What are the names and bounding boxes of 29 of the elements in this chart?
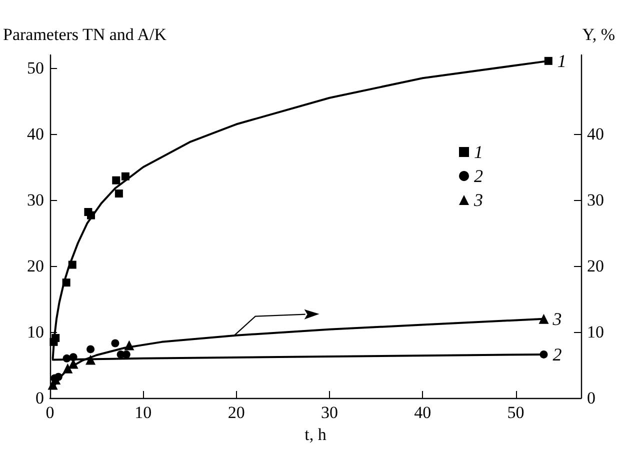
y-tick-label: 30 — [27, 190, 44, 210]
legend-label: 1 — [474, 142, 483, 162]
y2-tick-label: 40 — [587, 124, 604, 144]
y2-tick-label: 20 — [587, 256, 604, 276]
x-tick-label: 10 — [134, 403, 152, 422]
y2-axis-title: Y, % — [582, 25, 615, 44]
legend-label: 2 — [474, 166, 483, 186]
y2-tick-label: 10 — [587, 322, 604, 342]
text: 1 — [557, 50, 566, 71]
y-axis-title: Parameters TN and A/K — [3, 25, 168, 44]
y-tick-label: 40 — [27, 124, 44, 144]
point — [86, 345, 95, 354]
x-tick-label: 50 — [507, 403, 524, 422]
y-tick-label: 0 — [36, 388, 44, 408]
point — [111, 339, 120, 348]
y-tick-label: 50 — [27, 58, 44, 78]
legend-label: 3 — [473, 190, 483, 210]
point — [112, 176, 120, 184]
y-tick-label: 10 — [27, 322, 44, 342]
point — [114, 190, 123, 198]
text: 3 — [552, 308, 562, 329]
y2-tick-label: 30 — [587, 190, 604, 210]
y2-tick-label: 0 — [587, 388, 596, 408]
y-tick-label: 20 — [27, 256, 44, 276]
x-tick-label: 30 — [320, 403, 338, 422]
x-axis-title: t, h — [304, 424, 327, 444]
x-tick-label: 40 — [414, 403, 432, 422]
x-tick-label: 20 — [228, 403, 245, 422]
text: 2 — [552, 344, 562, 364]
